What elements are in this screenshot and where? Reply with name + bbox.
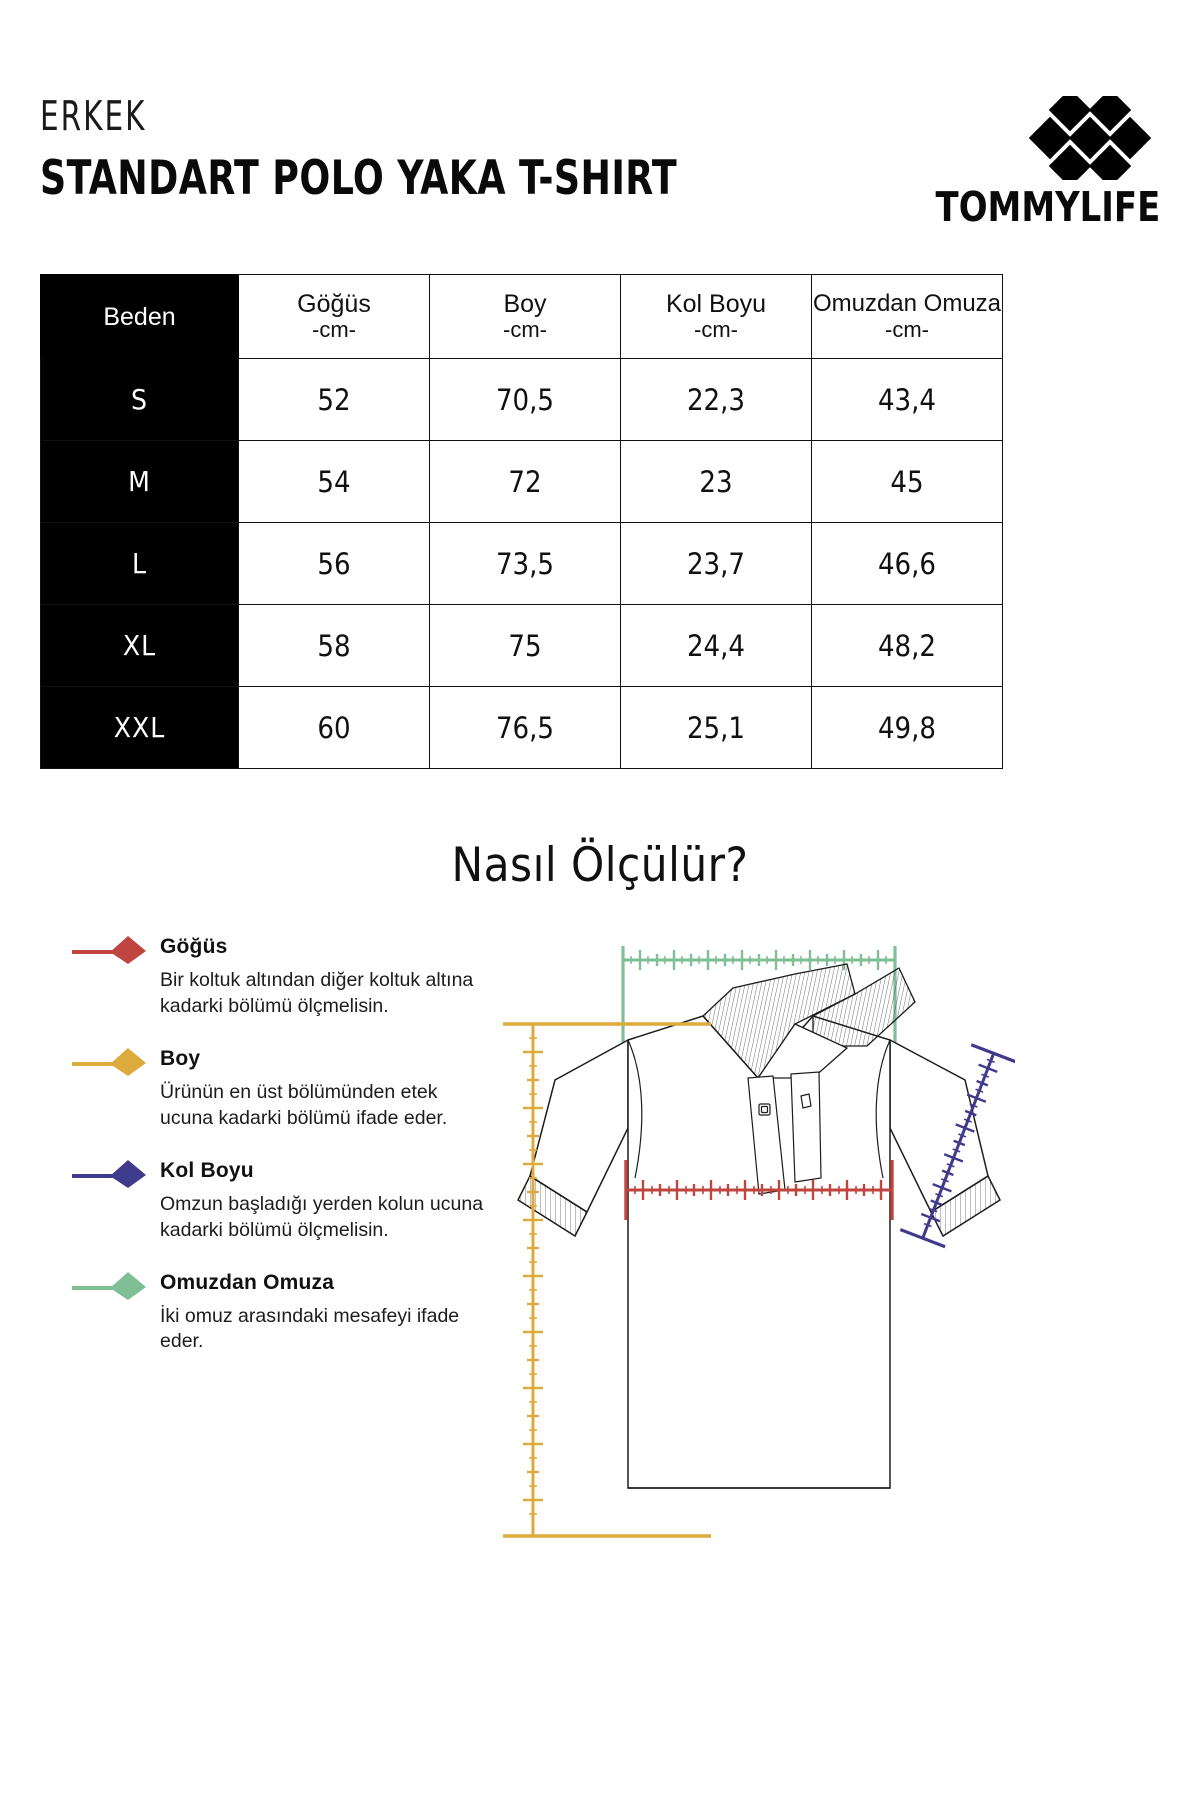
- cell-m-gogus: 54: [238, 440, 430, 523]
- cell-m-boy: 72: [429, 440, 621, 523]
- cell-s-gogus: 52: [238, 358, 430, 441]
- legend-label-gogus: Göğüs: [160, 935, 228, 958]
- column-header-kol-boyu-unit: -cm-: [694, 317, 738, 343]
- legend-label-boy: Boy: [160, 1046, 201, 1070]
- cell-xxl-kol: 25,1: [620, 686, 812, 769]
- legend-desc-kol-boyu: Omzun başladığı yerden kolun ucuna kadar…: [160, 1192, 484, 1241]
- gold-diamond-marker-icon: [72, 1047, 146, 1076]
- table-row: XXL 60 76,5 25,1 49,8: [40, 686, 1003, 769]
- page-kicker: ERKEK: [40, 92, 147, 140]
- legend-desc-gogus: Bir koltuk altından diğer koltuk altına …: [160, 969, 474, 1017]
- size-chart-table: Beden Göğüs -cm- Boy -cm- Kol Boyu -cm- …: [40, 274, 1003, 769]
- table-row: M 54 72 23 45: [40, 440, 1003, 523]
- legend-item-kol-boyu: Kol Boyu Omzun başladığı yerden kolun uc…: [72, 1154, 492, 1244]
- cell-xl-kol: 24,4: [620, 604, 812, 687]
- table-row: L 56 73,5 23,7 46,6: [40, 522, 1003, 605]
- column-header-boy: Boy -cm-: [429, 274, 621, 359]
- omuzdan-omuza-measure-line: [621, 946, 897, 1046]
- cell-xl-gogus: 58: [238, 604, 430, 687]
- gogus-measure-line: [624, 1160, 894, 1220]
- boy-measure-line: [503, 1022, 711, 1538]
- brand-name: TOMMYLIFE: [935, 183, 1160, 231]
- diamond-grid-logo-icon: [1028, 96, 1152, 180]
- page-title: STANDART POLO YAKA T-SHIRT: [40, 151, 678, 206]
- cell-l-gogus: 56: [238, 522, 430, 605]
- cell-xl-boy: 75: [429, 604, 621, 687]
- cell-s-omuz: 43,4: [811, 358, 1003, 441]
- row-size-l: L: [40, 522, 239, 605]
- table-corner-beden: Beden: [40, 274, 239, 359]
- cell-m-omuz: 45: [811, 440, 1003, 523]
- column-header-gogus: Göğüs -cm-: [238, 274, 430, 359]
- column-header-omuzdan-omuza-unit: -cm-: [885, 316, 929, 342]
- cell-s-kol: 22,3: [620, 358, 812, 441]
- kol-boyu-measure-line: [899, 1043, 1015, 1249]
- legend-label-omuzdan-omuza: Omuzdan Omuza: [160, 1270, 335, 1294]
- cell-l-kol: 23,7: [620, 522, 812, 605]
- legend-desc-omuzdan-omuza: İki omuz arasındaki mesafeyi ifade eder.: [160, 1304, 460, 1353]
- button-placket: [747, 1071, 822, 1195]
- cell-l-boy: 73,5: [429, 522, 621, 605]
- cell-xxl-omuz: 49,8: [811, 686, 1003, 769]
- red-diamond-marker-icon: [72, 936, 146, 964]
- column-header-kol-boyu-label: Kol Boyu: [665, 290, 767, 319]
- title-block: ERKEK STANDART POLO YAKA T-SHIRT: [40, 92, 781, 206]
- polo-shirt-technical-drawing: [495, 928, 1015, 1548]
- table-row: XL 58 75 24,4 48,2: [40, 604, 1003, 687]
- polo-shirt-svg: [503, 946, 1015, 1538]
- column-header-boy-unit: -cm-: [503, 317, 547, 343]
- page-header: ERKEK STANDART POLO YAKA T-SHIRT TOMMYLI…: [40, 96, 1160, 246]
- row-size-xl: XL: [40, 604, 239, 687]
- legend-label-kol-boyu: Kol Boyu: [160, 1158, 254, 1182]
- brand-block: TOMMYLIFE: [916, 96, 1160, 228]
- cell-s-boy: 70,5: [429, 358, 621, 441]
- cell-xxl-gogus: 60: [238, 686, 430, 769]
- legend-item-omuzdan-omuza: Omuzdan Omuza İki omuz arasındaki mesafe…: [72, 1266, 492, 1356]
- cell-xl-omuz: 48,2: [811, 604, 1003, 687]
- green-diamond-marker-icon: [72, 1271, 146, 1300]
- legend-item-boy: Boy Ürünün en üst bölümünden etek ucuna …: [72, 1042, 492, 1132]
- table-row: S 52 70,5 22,3 43,4: [40, 358, 1003, 441]
- cell-m-kol: 23: [620, 440, 812, 523]
- column-header-kol-boyu: Kol Boyu -cm-: [620, 274, 812, 359]
- row-size-s: S: [40, 358, 239, 441]
- legend-desc-boy: Ürünün en üst bölümünden etek ucuna kada…: [160, 1080, 448, 1129]
- column-header-gogus-label: Göğüs: [297, 290, 371, 319]
- column-header-omuzdan-omuza: Omuzdan Omuza -cm-: [811, 274, 1003, 359]
- legend-item-gogus: Göğüs Bir koltuk altından diğer koltuk a…: [72, 930, 492, 1020]
- shirt-outline: [517, 1015, 1001, 1489]
- row-size-xxl: XXL: [40, 686, 239, 769]
- polo-collar: [702, 963, 916, 1080]
- measurement-legend: Göğüs Bir koltuk altından diğer koltuk a…: [72, 930, 492, 1377]
- cell-l-omuz: 46,6: [811, 522, 1003, 605]
- table-header-row: Beden Göğüs -cm- Boy -cm- Kol Boyu -cm- …: [40, 274, 1003, 359]
- cell-xxl-boy: 76,5: [429, 686, 621, 769]
- column-header-omuzdan-omuza-label: Omuzdan Omuza: [812, 289, 1002, 317]
- howto-section-title: Nasıl Ölçülür?: [451, 838, 749, 893]
- purple-diamond-marker-icon: [72, 1159, 146, 1188]
- column-header-gogus-unit: -cm-: [312, 317, 356, 343]
- row-size-m: M: [40, 440, 239, 523]
- column-header-boy-label: Boy: [503, 290, 547, 319]
